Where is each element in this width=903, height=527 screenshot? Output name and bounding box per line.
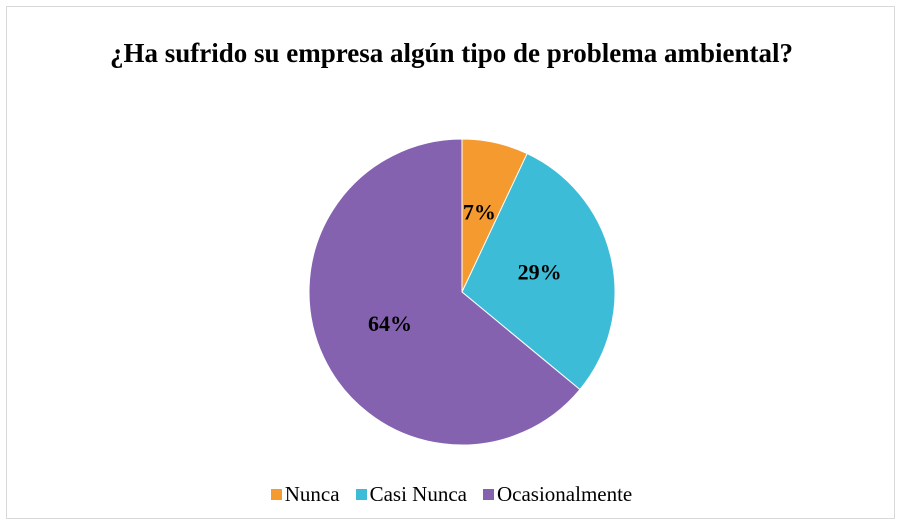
legend: Nunca Casi Nunca Ocasionalmente [0, 482, 903, 507]
legend-label: Nunca [284, 482, 340, 506]
pie-slice [461, 152, 616, 391]
chart-frame [6, 6, 895, 519]
data-label: 7% [463, 199, 496, 224]
data-label: 64% [368, 311, 412, 336]
legend-item: Nunca [270, 482, 340, 507]
legend-item: Ocasionalmente [482, 482, 633, 507]
legend-swatch [355, 489, 367, 500]
data-label: 29% [518, 260, 562, 285]
pie-slice [308, 138, 581, 446]
chart-title: ¿Ha sufrido su empresa algún tipo de pro… [109, 38, 794, 68]
legend-label: Ocasionalmente [496, 482, 633, 506]
legend-swatch [270, 489, 282, 500]
legend-item: Casi Nunca [355, 482, 467, 507]
legend-swatch [482, 489, 494, 500]
legend-label: Casi Nunca [369, 482, 467, 506]
